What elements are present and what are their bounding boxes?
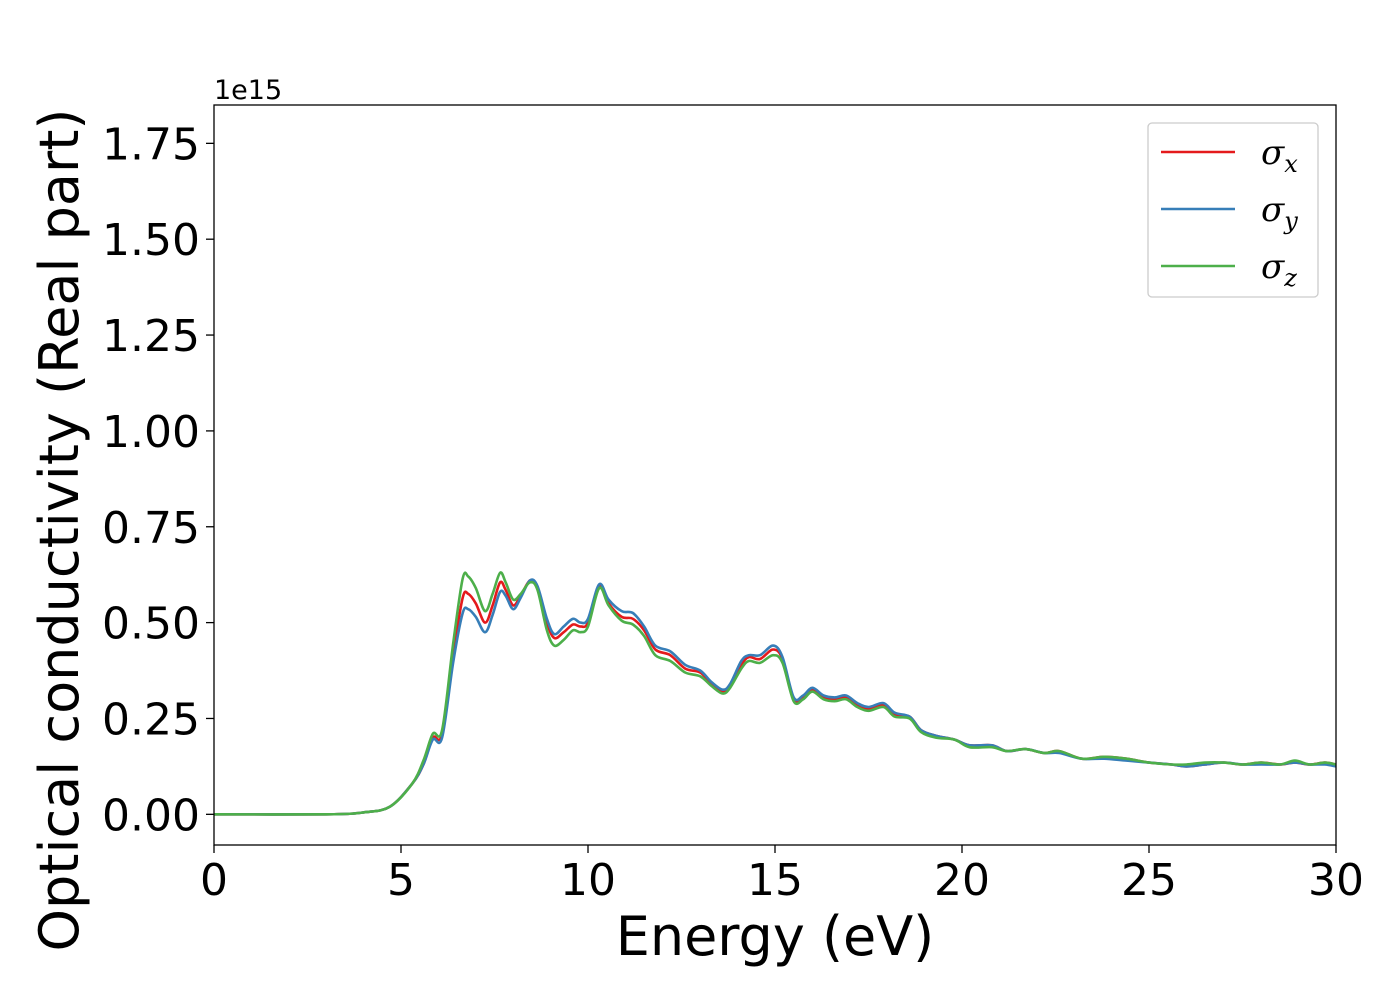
y-tick-label: 1.25 bbox=[102, 311, 200, 362]
x-tick-label: 20 bbox=[934, 855, 990, 906]
x-tick-label: 30 bbox=[1308, 855, 1364, 906]
y-axis-ticks: 0.00 0.25 0.50 0.75 1.00 1.25 1.50 1.75 bbox=[102, 119, 214, 841]
legend-label-y: σy bbox=[1261, 190, 1298, 235]
y-axis-title: Optical conductivity (Real part) bbox=[28, 109, 91, 952]
legend: σx σy σz bbox=[1147, 122, 1319, 298]
plot-lines bbox=[213, 571, 1337, 816]
x-tick-label: 25 bbox=[1121, 855, 1177, 906]
series-line-y bbox=[213, 578, 1337, 816]
x-axis-title: Energy (eV) bbox=[616, 905, 935, 968]
y-tick-label: 1.00 bbox=[102, 407, 200, 458]
y-tick-label: 0.50 bbox=[102, 599, 200, 650]
series-line-z bbox=[213, 571, 1337, 816]
x-axis-ticks: 0 5 10 15 20 25 30 bbox=[200, 845, 1364, 906]
y-tick-label: 0.75 bbox=[102, 503, 200, 554]
x-tick-label: 10 bbox=[560, 855, 616, 906]
y-tick-label: 0.00 bbox=[102, 790, 200, 841]
legend-label-z: σz bbox=[1261, 247, 1297, 292]
y-tick-label: 1.50 bbox=[102, 215, 200, 266]
y-tick-label: 1.75 bbox=[102, 119, 200, 170]
y-axis-offset-text: 1e15 bbox=[214, 75, 282, 106]
x-tick-label: 5 bbox=[387, 855, 415, 906]
legend-label-x: σx bbox=[1261, 133, 1298, 178]
x-tick-label: 0 bbox=[200, 855, 228, 906]
y-tick-label: 0.25 bbox=[102, 694, 200, 745]
x-tick-label: 15 bbox=[747, 855, 803, 906]
